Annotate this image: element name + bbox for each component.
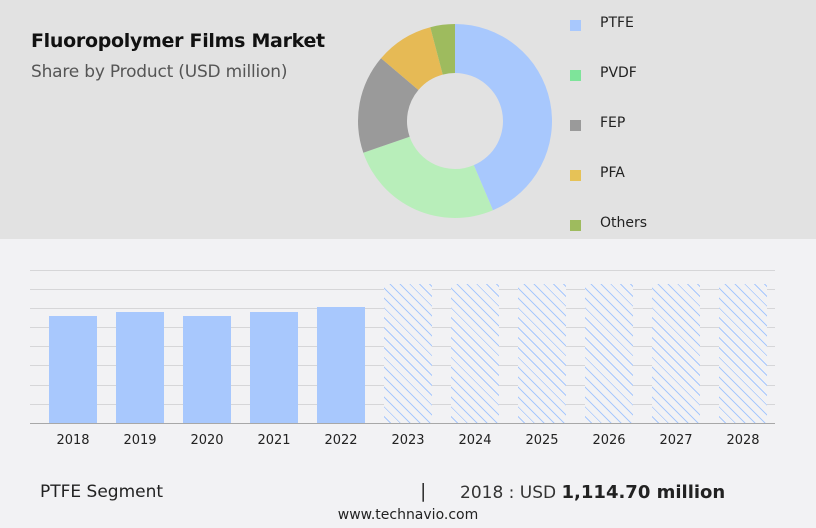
site-url: www.technavio.com — [337, 507, 479, 523]
legend-swatch — [570, 20, 581, 31]
legend-item-ptfe: PTFE — [570, 15, 770, 35]
donut-slice-pvdf — [363, 136, 493, 218]
legend-swatch — [570, 170, 581, 181]
legend-label: PTFE — [600, 15, 634, 31]
x-tick-label: 2024 — [458, 433, 492, 448]
donut-chart — [358, 24, 552, 218]
legend-item-pvdf: PVDF — [570, 65, 770, 85]
summary-panel: Fluoropolymer Films Market Share by Prod… — [0, 0, 816, 239]
bar-2024 — [451, 284, 499, 423]
chart-title: Fluoropolymer Films Market — [31, 30, 325, 52]
x-tick-label: 2025 — [525, 433, 559, 448]
legend-item-fep: FEP — [570, 115, 770, 135]
footer-separator: | — [420, 480, 427, 502]
legend-label: Others — [600, 215, 648, 231]
legend-swatch — [570, 70, 581, 81]
legend-item-others: Others — [570, 215, 770, 235]
segment-label: PTFE Segment — [40, 482, 164, 502]
x-tick-label: 2028 — [726, 433, 760, 448]
x-tick-label: 2019 — [123, 433, 157, 448]
value-prefix: 2018 : USD — [460, 483, 562, 503]
x-tick-label: 2023 — [391, 433, 425, 448]
legend-label: FEP — [600, 115, 626, 131]
bar-2018 — [49, 316, 97, 423]
x-tick-label: 2027 — [659, 433, 693, 448]
donut-slice-fep — [358, 58, 419, 153]
chart-subtitle: Share by Product (USD million) — [31, 62, 288, 82]
donut-slice-others — [430, 24, 455, 75]
bar-2026 — [585, 284, 633, 423]
legend-label: PFA — [600, 165, 625, 181]
bar-2023 — [384, 284, 432, 423]
x-tick-label: 2020 — [190, 433, 224, 448]
value-amount: 1,114.70 million — [561, 482, 726, 503]
donut-slice-ptfe — [455, 24, 552, 211]
donut-slice-pfa — [381, 27, 443, 90]
x-axis — [30, 423, 775, 424]
bar-2019 — [116, 312, 164, 423]
x-tick-label: 2022 — [324, 433, 358, 448]
bar-2025 — [518, 284, 566, 423]
gridline — [30, 270, 775, 271]
x-tick-label: 2026 — [592, 433, 626, 448]
bar-2021 — [250, 312, 298, 423]
bar-2028 — [719, 284, 767, 423]
legend-swatch — [570, 120, 581, 131]
legend-swatch — [570, 220, 581, 231]
legend-label: PVDF — [600, 65, 637, 81]
bar-2027 — [652, 284, 700, 423]
bar-2022 — [317, 307, 365, 423]
x-tick-label: 2018 — [56, 433, 90, 448]
bar-chart: 2018 2019 2020 2021 2022 2023 2024 2025 2026 2027… — [0, 240, 816, 460]
x-tick-label: 2021 — [257, 433, 291, 448]
bar-2020 — [183, 316, 231, 423]
legend-item-pfa: PFA — [570, 165, 770, 185]
segment-value: 2018 : USD 1,114.70 million — [460, 482, 725, 503]
